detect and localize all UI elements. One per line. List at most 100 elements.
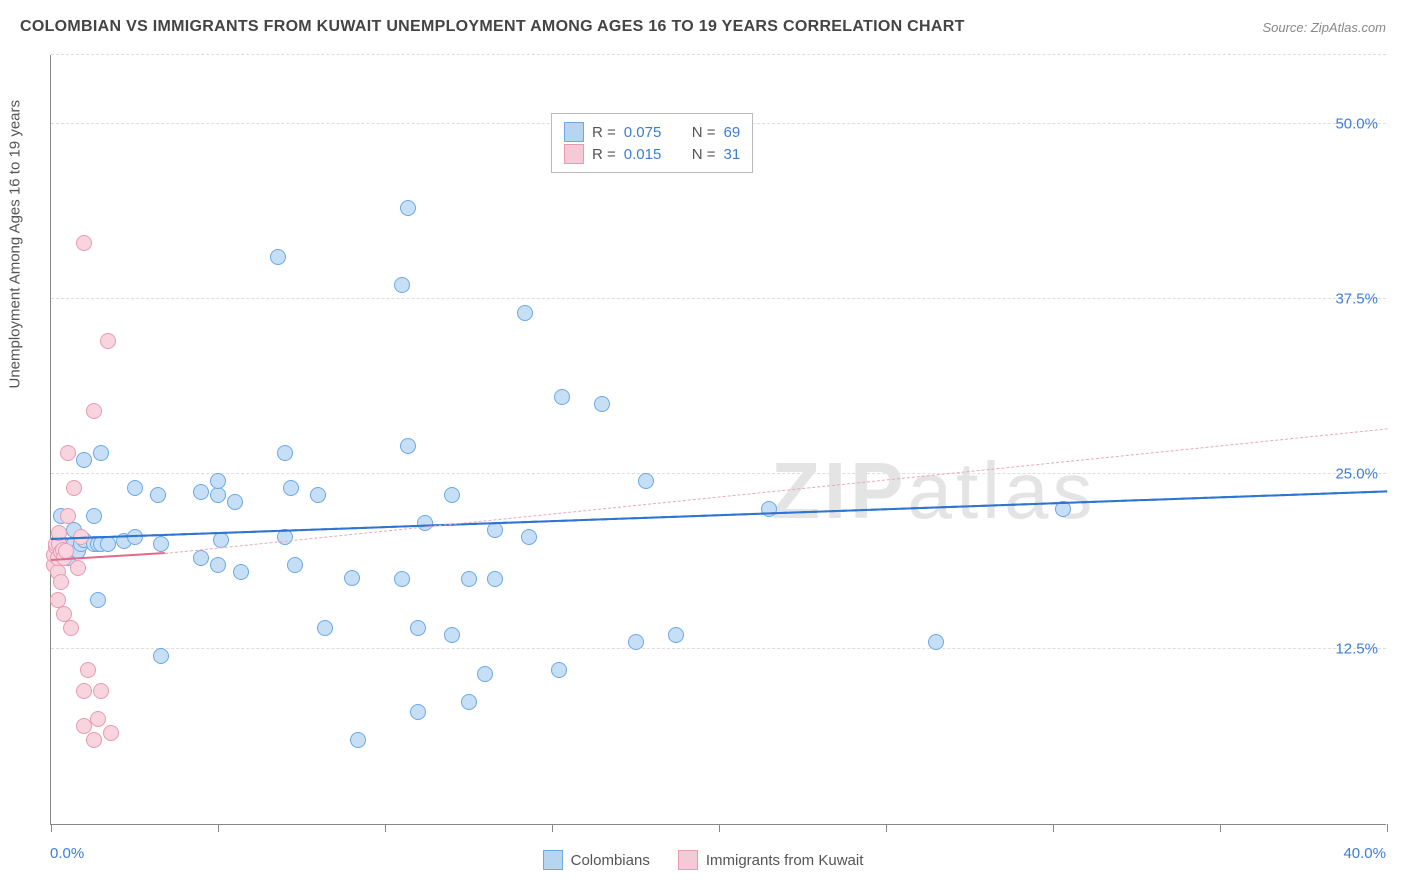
data-point <box>394 277 410 293</box>
data-point <box>594 396 610 412</box>
data-point <box>76 235 92 251</box>
correlation-legend: R = 0.075 N = 69 R =0.015N = 31 <box>551 113 753 173</box>
chart-title: COLOMBIAN VS IMMIGRANTS FROM KUWAIT UNEM… <box>20 18 965 36</box>
watermark-bold: ZIP <box>771 446 907 535</box>
data-point <box>461 694 477 710</box>
data-point <box>103 725 119 741</box>
legend-r-label: R = <box>592 146 616 163</box>
data-point <box>86 732 102 748</box>
data-point <box>928 634 944 650</box>
data-point <box>80 662 96 678</box>
data-point <box>76 452 92 468</box>
data-point <box>668 627 684 643</box>
x-axis-label-right: 40.0% <box>1343 845 1386 862</box>
data-point <box>227 494 243 510</box>
data-point <box>193 550 209 566</box>
data-point <box>127 480 143 496</box>
data-point <box>153 536 169 552</box>
data-point <box>193 484 209 500</box>
series-legend-item: Immigrants from Kuwait <box>678 850 864 870</box>
data-point <box>210 473 226 489</box>
data-point <box>270 249 286 265</box>
data-point <box>210 487 226 503</box>
y-axis-label: 50.0% <box>1335 116 1378 133</box>
legend-r-value: 0.075 <box>624 124 674 141</box>
x-tick <box>1387 824 1388 832</box>
legend-swatch <box>564 122 584 142</box>
y-axis-label: 12.5% <box>1335 641 1378 658</box>
x-tick <box>1053 824 1054 832</box>
data-point <box>86 508 102 524</box>
data-point <box>213 532 229 548</box>
legend-n-value: 69 <box>724 124 741 141</box>
series-name: Immigrants from Kuwait <box>706 852 864 869</box>
data-point <box>233 564 249 580</box>
x-tick <box>385 824 386 832</box>
data-point <box>517 305 533 321</box>
data-point <box>554 389 570 405</box>
data-point <box>410 704 426 720</box>
data-point <box>210 557 226 573</box>
data-point <box>487 571 503 587</box>
data-point <box>153 648 169 664</box>
data-point <box>100 333 116 349</box>
data-point <box>150 487 166 503</box>
data-point <box>90 592 106 608</box>
data-point <box>53 574 69 590</box>
watermark: ZIPatlas <box>771 445 1096 537</box>
data-point <box>400 438 416 454</box>
data-point <box>350 732 366 748</box>
data-point <box>317 620 333 636</box>
x-tick <box>51 824 52 832</box>
data-point <box>277 445 293 461</box>
x-axis-label-left: 0.0% <box>50 845 84 862</box>
x-tick <box>552 824 553 832</box>
data-point <box>86 403 102 419</box>
scatter-chart: ZIPatlas R = 0.075 N = 69 R =0.015N = 31 12… <box>50 55 1386 825</box>
legend-swatch <box>543 850 563 870</box>
data-point <box>93 445 109 461</box>
trend-line <box>164 428 1387 554</box>
series-name: Colombians <box>571 852 650 869</box>
data-point <box>461 571 477 587</box>
data-point <box>394 571 410 587</box>
gridline <box>51 298 1386 299</box>
gridline <box>51 54 1386 55</box>
data-point <box>310 487 326 503</box>
data-point <box>628 634 644 650</box>
series-legend-item: Colombians <box>543 850 650 870</box>
series-legend: Colombians Immigrants from Kuwait <box>0 850 1406 870</box>
data-point <box>444 487 460 503</box>
legend-n-value: 31 <box>724 146 741 163</box>
gridline <box>51 648 1386 649</box>
y-axis-label: 25.0% <box>1335 466 1378 483</box>
y-axis-label: 37.5% <box>1335 291 1378 308</box>
data-point <box>76 683 92 699</box>
gridline <box>51 473 1386 474</box>
x-tick <box>886 824 887 832</box>
legend-row: R =0.015N = 31 <box>564 144 740 164</box>
source-attribution: Source: ZipAtlas.com <box>1262 20 1386 35</box>
data-point <box>521 529 537 545</box>
x-tick <box>719 824 720 832</box>
trend-line <box>51 490 1387 540</box>
data-point <box>551 662 567 678</box>
data-point <box>283 480 299 496</box>
data-point <box>417 515 433 531</box>
x-tick <box>218 824 219 832</box>
data-point <box>63 620 79 636</box>
data-point <box>410 620 426 636</box>
legend-swatch <box>678 850 698 870</box>
data-point <box>66 480 82 496</box>
data-point <box>90 711 106 727</box>
legend-n-label: N = <box>692 146 716 163</box>
data-point <box>93 683 109 699</box>
data-point <box>477 666 493 682</box>
data-point <box>400 200 416 216</box>
data-point <box>60 508 76 524</box>
legend-n-label: N = <box>692 124 716 141</box>
x-tick <box>1220 824 1221 832</box>
legend-swatch <box>564 144 584 164</box>
data-point <box>444 627 460 643</box>
data-point <box>60 445 76 461</box>
